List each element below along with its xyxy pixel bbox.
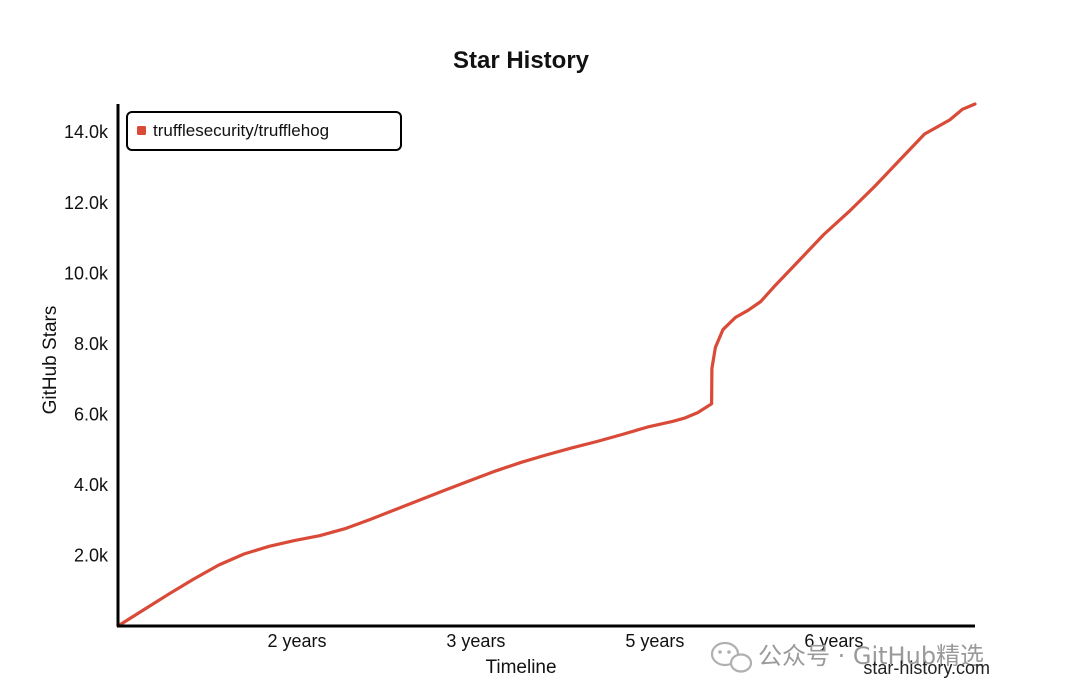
y-axis-label: GitHub Stars xyxy=(40,306,61,415)
y-tick-label: 4.0k xyxy=(74,475,109,495)
y-tick-label: 8.0k xyxy=(74,334,109,354)
y-tick-label: 12.0k xyxy=(64,193,109,213)
x-tick-label: 5 years xyxy=(625,631,684,651)
watermark-text: 公众号 · GitHub精选 xyxy=(758,642,984,670)
watermark: 公众号 · GitHub精选 xyxy=(710,641,984,673)
chart-title: Star History xyxy=(453,47,590,74)
y-tick-label: 14.0k xyxy=(64,122,109,142)
x-axis-ticks: 2 years 3 years 5 years 6 years xyxy=(267,631,863,651)
y-axis-ticks: 2.0k 4.0k 6.0k 8.0k 10.0k 12.0k 14.0k xyxy=(64,122,109,565)
credit-text: star-history.com xyxy=(863,658,990,678)
x-tick-label: 3 years xyxy=(446,631,505,651)
legend-swatch xyxy=(137,126,146,135)
x-axis-label: Timeline xyxy=(485,657,556,678)
x-tick-label: 2 years xyxy=(267,631,326,651)
legend: trufflesecurity/trufflehog xyxy=(126,111,402,151)
y-tick-label: 2.0k xyxy=(74,545,109,565)
legend-box xyxy=(126,111,402,151)
y-tick-label: 6.0k xyxy=(74,404,109,424)
legend-label: trufflesecurity/trufflehog xyxy=(153,121,329,140)
x-tick-label: 6 years xyxy=(804,631,863,651)
wechat-icon xyxy=(710,641,753,673)
series-line-trufflehog xyxy=(116,102,977,628)
y-tick-label: 10.0k xyxy=(64,263,109,283)
